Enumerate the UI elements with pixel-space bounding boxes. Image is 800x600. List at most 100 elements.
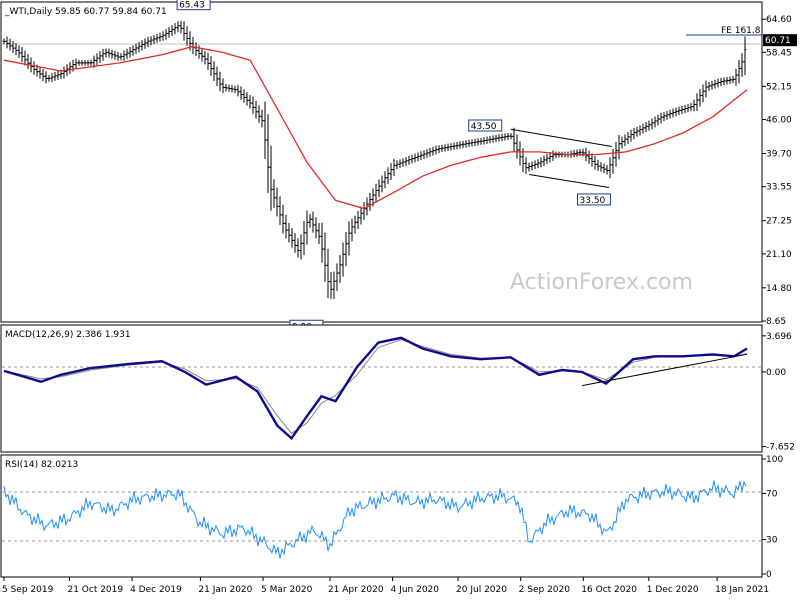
- ohlc-bar: [320, 222, 324, 263]
- ohlc-bar: [632, 127, 636, 140]
- ohlc-bar: [722, 77, 726, 85]
- ohlc-bar: [419, 151, 423, 161]
- macd-tick-label: -7.652: [766, 443, 795, 453]
- ohlc-bar: [638, 125, 642, 136]
- ohlc-bar: [635, 126, 639, 137]
- ohlc-bar: [713, 79, 717, 89]
- ohlc-bar: [728, 76, 732, 84]
- ohlc-bar: [161, 31, 165, 41]
- ohlc-bar: [20, 47, 24, 63]
- rsi-line: [3, 480, 747, 559]
- ohlc-bar: [515, 134, 519, 159]
- macd-label: MACD(12,26,9) 2.386 1.931: [5, 330, 131, 340]
- ohlc-bar: [689, 102, 693, 112]
- annotation-label: 43.50: [471, 122, 497, 132]
- ohlc-bar: [587, 150, 591, 164]
- ohlc-bar: [677, 106, 681, 116]
- ohlc-bar: [236, 85, 240, 97]
- ohlc-bar: [284, 214, 288, 239]
- ohlc-bar: [482, 137, 486, 145]
- time-tick-label: 16 Oct 2020: [581, 585, 637, 595]
- time-tick-label: 21 Apr 2020: [328, 585, 384, 595]
- ohlc-bar: [623, 134, 627, 147]
- ohlc-bar: [176, 21, 180, 33]
- ohlc-bar: [659, 112, 663, 124]
- ohlc-bar: [596, 159, 600, 171]
- ohlc-bar: [230, 85, 234, 93]
- ohlc-bar: [185, 26, 189, 46]
- ohlc-bar: [32, 61, 36, 75]
- ohlc-bar: [83, 59, 87, 66]
- ohlc-bar: [599, 162, 603, 172]
- time-tick-label: 2 Sep 2020: [519, 585, 571, 595]
- ohlc-bar: [710, 80, 714, 90]
- price-scale: 64.60 58.45 52.15 46.00 39.70 33.55 27.25 21.10…: [762, 15, 797, 580]
- ohlc-bar: [707, 82, 711, 91]
- upper-trendline: [510, 128, 612, 147]
- ohlc-bar: [332, 271, 336, 300]
- ohlc-bar: [533, 160, 537, 170]
- ohlc-bar: [53, 72, 57, 81]
- ohlc-bar: [359, 206, 363, 225]
- rsi-label: RSI(14) 82.0213: [5, 460, 78, 470]
- ohlc-bar: [47, 74, 51, 82]
- ohlc-bar: [440, 144, 444, 153]
- ohlc-bar: [311, 211, 315, 233]
- ohlc-bar: [671, 108, 675, 118]
- price-tick-label: 46.00: [766, 116, 792, 126]
- ohlc-bar: [143, 38, 147, 49]
- rsi-plot-area: [3, 480, 747, 559]
- rsi-panel: RSI(14) 82.0213: [0, 454, 763, 578]
- ohlc-bar: [341, 242, 345, 277]
- time-tick-label: 20 Jul 2020: [456, 585, 507, 595]
- price-tick-label: 8.65: [766, 317, 786, 327]
- ohlc-bar: [17, 45, 21, 59]
- ohlc-bar: [182, 21, 186, 41]
- ohlc-bar: [449, 143, 453, 151]
- time-tick-label: 4 Dec 2019: [130, 585, 182, 595]
- ohlc-bar: [62, 66, 66, 79]
- ohlc-bar: [131, 45, 135, 56]
- ohlc-bar: [497, 134, 501, 142]
- price-tick-label: 39.70: [766, 150, 792, 160]
- ohlc-bar: [734, 68, 738, 86]
- ohlc-bar: [248, 94, 252, 109]
- ohlc-bar: [179, 20, 183, 34]
- macd-line: [3, 336, 748, 441]
- ohlc-bar: [278, 196, 282, 225]
- ohlc-bar: [251, 96, 255, 114]
- price-panel: _WTI,Daily 59.85 60.77 59.84 60.71 Actio…: [0, 0, 763, 332]
- ohlc-bar: [38, 66, 42, 79]
- ohlc-bar: [125, 48, 129, 60]
- ohlc-bar: [167, 26, 171, 38]
- ohlc-bar: [200, 48, 204, 62]
- ohlc-bar: [377, 179, 381, 198]
- ohlc-bar: [503, 133, 507, 141]
- ohlc-bar: [461, 140, 465, 149]
- ohlc-bar: [203, 50, 207, 65]
- time-tick-label: 5 Sep 2019: [2, 585, 54, 595]
- ohlc-bar: [473, 138, 477, 146]
- time-tick-label: 4 Jun 2020: [391, 585, 440, 595]
- time-tick-label: 21 Oct 2019: [67, 585, 123, 595]
- ohlc-bar: [317, 222, 321, 245]
- ohlc-bar: [254, 100, 258, 119]
- ohlc-bar: [158, 32, 162, 42]
- ohlc-bar: [227, 84, 231, 92]
- ohlc-bar: [5, 36, 9, 49]
- ohlc-bar: [374, 183, 378, 202]
- ohlc-bar: [119, 53, 123, 61]
- macd-tick-label: 3.696: [766, 332, 792, 342]
- price-tick-label: 21.10: [766, 250, 792, 260]
- ohlc-bar: [683, 104, 687, 114]
- ohlc-bar: [41, 69, 45, 82]
- ohlc-bar: [536, 159, 540, 169]
- ohlc-bar: [95, 53, 99, 66]
- ohlc-bar: [209, 56, 213, 76]
- ohlc-bar: [260, 109, 264, 128]
- ohlc-bar: [455, 141, 459, 150]
- ohlc-bar: [356, 211, 360, 230]
- ohlc-bar: [695, 93, 699, 112]
- ohlc-bar: [509, 133, 513, 140]
- ohlc-bar: [389, 163, 393, 181]
